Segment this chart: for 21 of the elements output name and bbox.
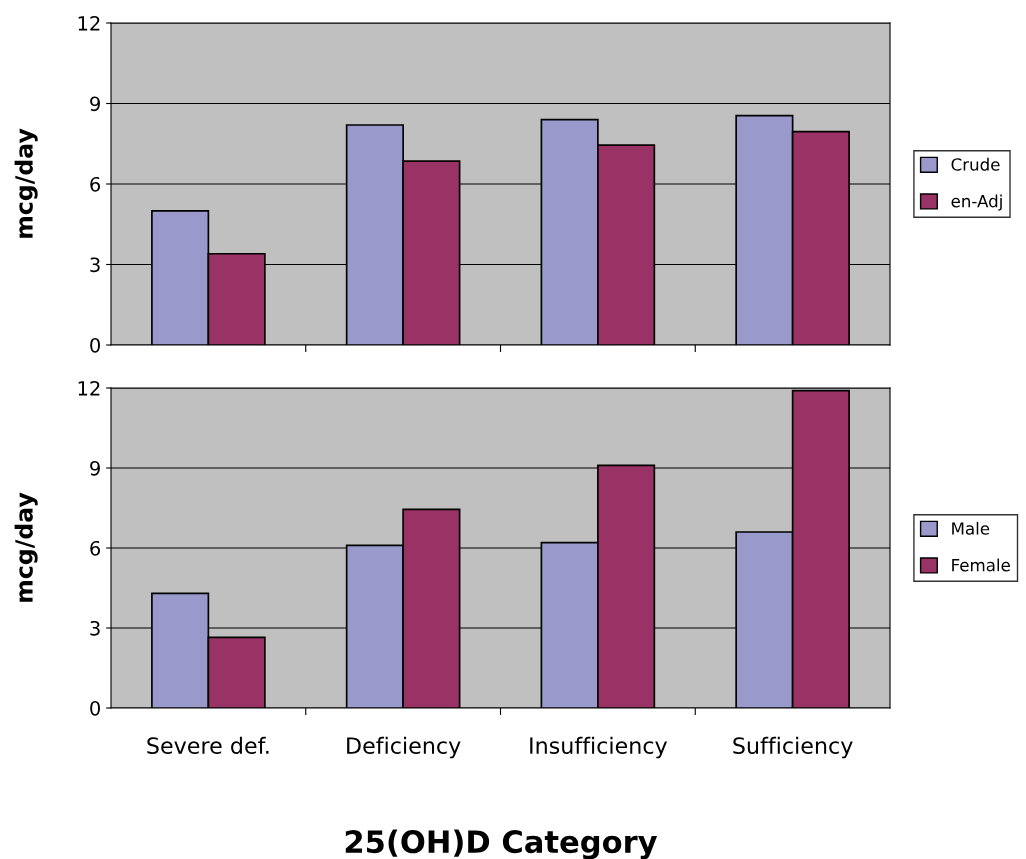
- x-tick-label: Severe def.: [147, 736, 269, 754]
- y-tick-label: 9: [90, 460, 100, 476]
- y-tick-label: 6: [90, 176, 101, 192]
- x-tick-label: Sufficiency: [733, 736, 853, 759]
- y-axis-title: mcg/day: [14, 128, 38, 238]
- x-axis-title: 25(OH)D Category: [345, 829, 658, 859]
- legend-label: Crude: [951, 157, 1000, 171]
- y-tick-label: 3: [90, 620, 100, 636]
- y-tick-label: 0: [90, 700, 100, 716]
- y-tick-label: 12: [78, 380, 100, 396]
- y-tick-label: 6: [90, 540, 101, 556]
- legend-label: Male: [952, 521, 990, 535]
- y-axis-title: mcg/day: [14, 492, 38, 602]
- y-tick-label: 3: [90, 257, 100, 273]
- legend-label: en-Adj: [951, 194, 1002, 211]
- x-tick-label: Deficiency: [347, 736, 461, 759]
- y-tick-label: 9: [90, 96, 100, 112]
- y-tick-label: 12: [78, 15, 100, 31]
- y-tick-label: 0: [90, 337, 100, 353]
- legend-label: Female: [952, 558, 1010, 572]
- x-tick-label: Insufficiency: [530, 736, 668, 759]
